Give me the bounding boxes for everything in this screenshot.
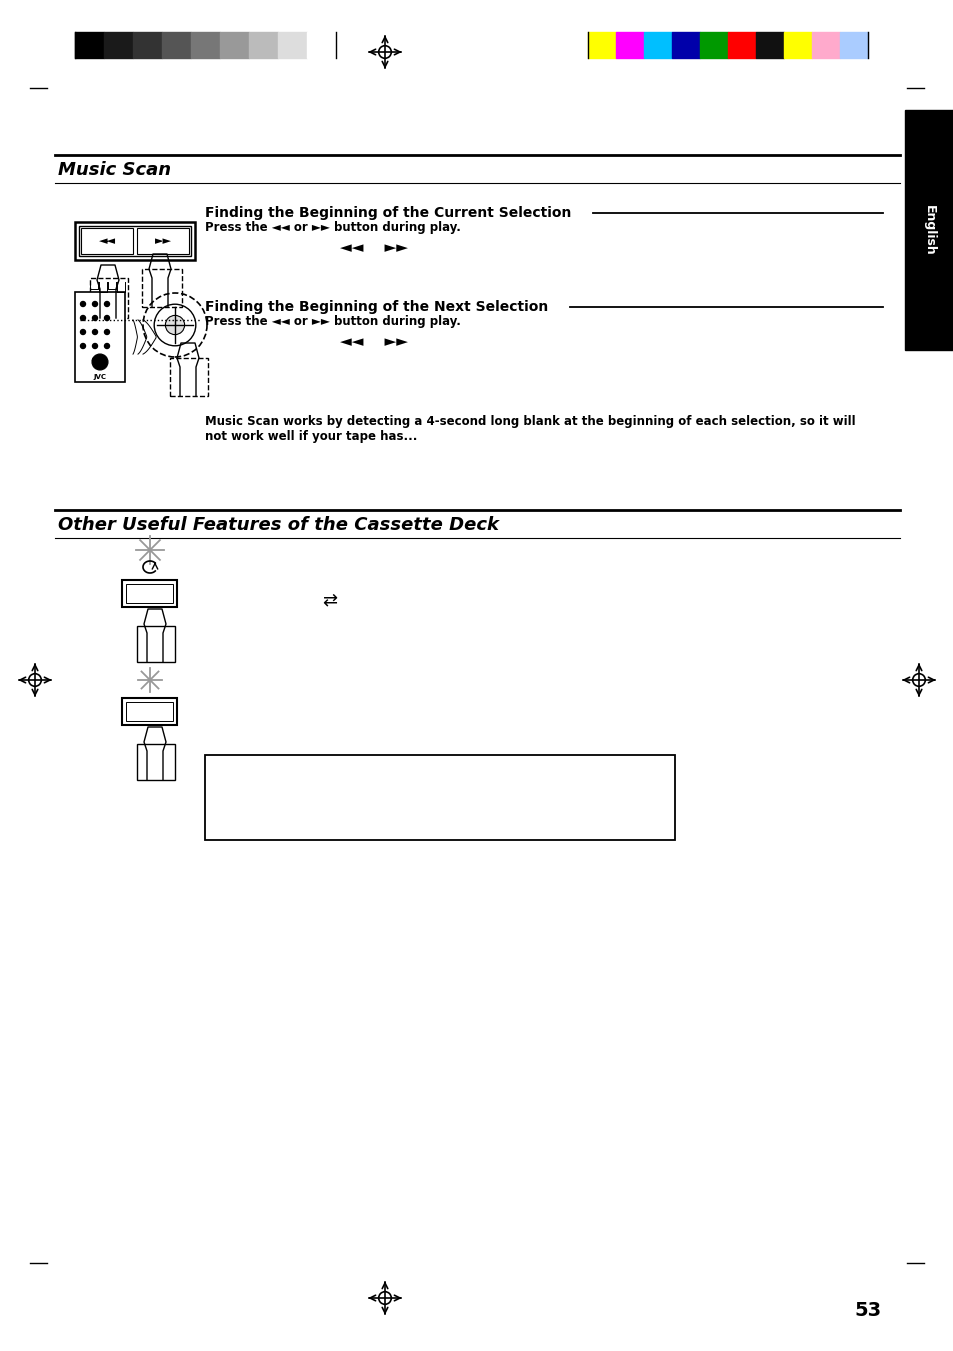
Bar bbox=[277, 32, 307, 58]
Text: Music Scan: Music Scan bbox=[58, 161, 171, 178]
Circle shape bbox=[80, 330, 86, 335]
Bar bbox=[220, 32, 249, 58]
Circle shape bbox=[165, 315, 185, 335]
Circle shape bbox=[105, 330, 110, 335]
Bar bbox=[755, 32, 783, 58]
Text: ◄◄: ◄◄ bbox=[98, 236, 115, 246]
Bar bbox=[840, 32, 867, 58]
Circle shape bbox=[80, 316, 86, 320]
Circle shape bbox=[92, 330, 97, 335]
Text: English: English bbox=[923, 204, 935, 255]
Circle shape bbox=[92, 358, 97, 362]
Bar bbox=[122, 580, 177, 607]
Bar bbox=[811, 32, 840, 58]
Bar bbox=[127, 703, 173, 721]
Bar bbox=[127, 584, 173, 603]
Text: ◄◄    ►►: ◄◄ ►► bbox=[339, 240, 408, 255]
Text: Press the ◄◄ or ►► button during play.: Press the ◄◄ or ►► button during play. bbox=[205, 316, 460, 328]
Circle shape bbox=[92, 301, 97, 307]
Text: JVC: JVC bbox=[93, 374, 107, 380]
Text: ►►: ►► bbox=[154, 236, 172, 246]
Bar bbox=[205, 755, 675, 840]
Bar bbox=[191, 32, 220, 58]
Bar bbox=[671, 32, 700, 58]
Text: Press the ◄◄ or ►► button during play.: Press the ◄◄ or ►► button during play. bbox=[205, 222, 460, 235]
Bar bbox=[132, 32, 162, 58]
Bar bbox=[643, 32, 671, 58]
Circle shape bbox=[105, 316, 110, 320]
Bar bbox=[137, 228, 189, 254]
Bar bbox=[90, 278, 128, 317]
Text: Music Scan works by detecting a 4-second long blank at the beginning of each sel: Music Scan works by detecting a 4-second… bbox=[205, 415, 855, 443]
Bar bbox=[700, 32, 727, 58]
Text: ⇄: ⇄ bbox=[322, 590, 337, 609]
Bar bbox=[587, 32, 616, 58]
Bar bbox=[142, 269, 182, 307]
Bar bbox=[170, 358, 208, 396]
Bar bbox=[104, 32, 132, 58]
Bar bbox=[783, 32, 811, 58]
Circle shape bbox=[80, 301, 86, 307]
Text: Finding the Beginning of the Current Selection: Finding the Beginning of the Current Sel… bbox=[205, 205, 571, 220]
Bar bbox=[904, 109, 953, 350]
Text: ◄◄    ►►: ◄◄ ►► bbox=[339, 335, 408, 350]
Bar bbox=[727, 32, 755, 58]
Bar bbox=[137, 744, 174, 780]
Bar bbox=[249, 32, 277, 58]
Bar bbox=[307, 32, 335, 58]
Circle shape bbox=[105, 301, 110, 307]
Circle shape bbox=[92, 316, 97, 320]
Circle shape bbox=[92, 343, 97, 349]
Bar bbox=[75, 292, 125, 382]
Text: 53: 53 bbox=[854, 1301, 881, 1320]
Circle shape bbox=[105, 343, 110, 349]
Bar bbox=[75, 222, 194, 259]
Bar bbox=[137, 626, 174, 662]
Bar bbox=[122, 698, 177, 725]
Circle shape bbox=[80, 343, 86, 349]
Text: Finding the Beginning of the Next Selection: Finding the Beginning of the Next Select… bbox=[205, 300, 548, 313]
Bar bbox=[81, 228, 132, 254]
Bar bbox=[79, 226, 191, 255]
Bar bbox=[616, 32, 643, 58]
Bar bbox=[162, 32, 191, 58]
Circle shape bbox=[91, 354, 108, 370]
Bar bbox=[75, 32, 104, 58]
Text: Other Useful Features of the Cassette Deck: Other Useful Features of the Cassette De… bbox=[58, 516, 498, 534]
